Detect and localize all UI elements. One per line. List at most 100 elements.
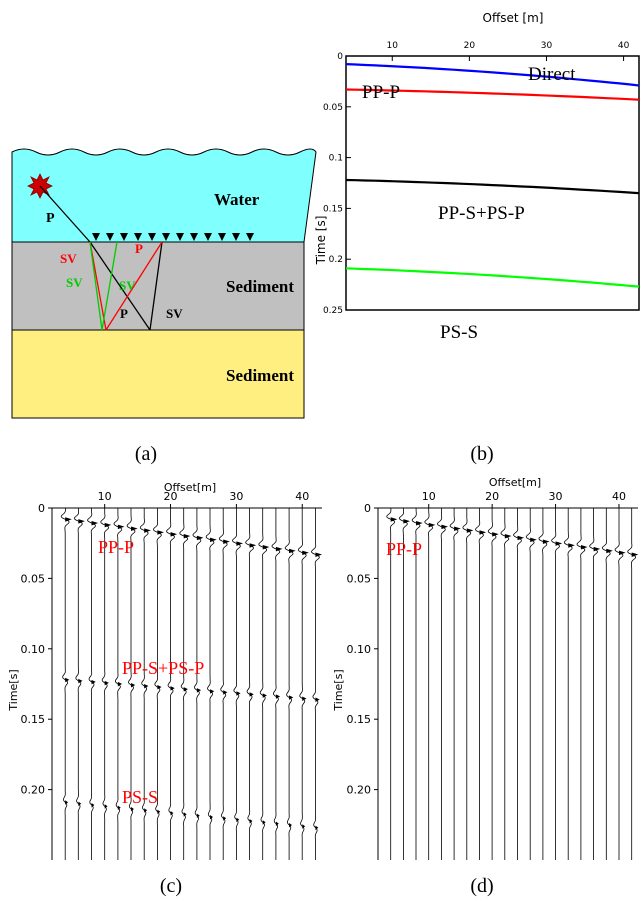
caption-a: (a) [135, 443, 157, 465]
x-tick-label: 30 [541, 41, 553, 51]
wiggle-fill [302, 696, 307, 701]
seismic-trace [589, 508, 598, 860]
x-tick-label: 40 [295, 490, 309, 503]
seismic-trace [411, 507, 421, 860]
wiggle-fill [131, 526, 138, 532]
chart-b-xticks: 10 20 30 40 [387, 41, 630, 61]
wiggle-fill [542, 539, 550, 544]
wiggle-fill [555, 541, 563, 546]
triangle-receiver-icon [246, 233, 254, 241]
series-line [345, 88, 640, 101]
triangle-receiver-icon [218, 233, 226, 241]
seismic-trace [245, 508, 255, 860]
wiggle-fill [223, 539, 230, 544]
seismic-trace [513, 508, 522, 860]
y-tick-label: 0.1 [329, 154, 343, 164]
wiggle-fill [65, 517, 72, 522]
layer-label-sediment-upper: Sediment [226, 277, 294, 296]
seismic-trace [153, 508, 162, 860]
wiggle-fill [65, 677, 70, 683]
x-tick-label: 30 [229, 490, 243, 503]
wiggle-fill [289, 695, 294, 700]
layer-label-sediment-lower: Sediment [226, 366, 294, 385]
wiggle-fill [144, 528, 151, 533]
wiggle-fill [131, 806, 134, 812]
triangle-receiver-icon [106, 233, 114, 241]
wiggle-fill [183, 533, 191, 539]
ray-label-sv-green: SV [66, 275, 83, 290]
ray-p-incident [39, 185, 91, 243]
seismic-trace [258, 508, 268, 860]
seismic-trace [166, 508, 175, 860]
y-tick-label: 0.05 [323, 103, 343, 113]
wiggle-fill [104, 680, 109, 686]
series-label-pp-s-ps-p: PP-S+PS-P [438, 203, 525, 224]
wiggle-fill [236, 691, 241, 696]
wiggle-fill [289, 822, 292, 828]
ray-green-sv-up [101, 241, 118, 331]
seismic-trace [436, 508, 446, 860]
seismic-trace [232, 508, 241, 860]
triangle-receiver-icon [232, 233, 240, 241]
x-tick-label: 40 [612, 490, 626, 503]
seismic-trace [614, 508, 624, 860]
wiggle-fill [249, 692, 254, 697]
ray-label-sv-red: SV [60, 251, 77, 266]
x-tick-label: 10 [387, 41, 399, 51]
series-label-direct: Direct [528, 64, 576, 85]
wiggle-fill [104, 804, 108, 809]
series-line [345, 178, 640, 195]
event-label-pp-p-d: PP-P [386, 539, 422, 559]
wiggle-fill [275, 694, 281, 699]
wiggle-fill [196, 535, 204, 541]
y-tick-label: 0 [38, 502, 45, 515]
chart-b-series [345, 63, 640, 288]
x-tick-label: 20 [485, 490, 499, 503]
panel-d: 10 20 30 40 0 0.05 0.10 0.15 0.20 Offset[m] Time… [332, 476, 639, 897]
ray-label-p-incident: P [46, 211, 55, 226]
wiggle-fill [631, 552, 639, 557]
seismic-trace [284, 508, 294, 860]
seismic-trace [525, 508, 535, 860]
wiggle-fill [144, 684, 149, 689]
y-tick-label: 0.2 [329, 255, 343, 265]
wiggle-fill [117, 524, 125, 530]
chart-c-xlabel: Offset[m] [164, 481, 216, 494]
triangle-receiver-icon [204, 233, 212, 241]
wiggle-fill [262, 693, 267, 698]
wiggle-fill [236, 817, 240, 823]
x-tick-label: 40 [618, 41, 630, 51]
chart-b-ylabel: Time [s] [314, 216, 328, 266]
wiggle-fill [196, 688, 202, 693]
y-tick-label: 0.10 [347, 643, 372, 656]
water-layer [11, 148, 317, 243]
wiggle-fill [183, 687, 188, 692]
seismic-trace [462, 508, 472, 860]
triangle-receiver-icon [134, 233, 142, 241]
wiggle-fill [479, 530, 487, 535]
seismic-trace [87, 508, 96, 860]
wiggle-fill [78, 519, 85, 524]
wiggle-fill [593, 546, 601, 552]
sediment-layer-upper [11, 241, 305, 331]
wiggle-fill [492, 532, 499, 537]
caption-d: (d) [470, 875, 493, 897]
wiggle-fill [210, 814, 213, 820]
y-tick-label: 0.05 [347, 572, 372, 585]
wiggle-fill [170, 686, 175, 691]
wiggle-fill [223, 690, 228, 695]
seismic-trace [475, 508, 484, 860]
series-line [345, 63, 640, 87]
wiggle-fill [249, 543, 257, 548]
wiggle-fill [91, 520, 99, 526]
seismic-trace [311, 508, 320, 860]
y-tick-label: 0 [364, 502, 371, 515]
wiggle-fill [454, 526, 461, 532]
ray-black-sv-up [149, 241, 163, 331]
y-tick-label: 0.15 [347, 713, 372, 726]
seismic-trace [73, 507, 83, 860]
y-tick-label: 0.10 [21, 643, 46, 656]
chart-b-yticks: 0 0.05 0.1 0.15 0.2 0.25 [323, 52, 351, 316]
seismic-trace [487, 508, 497, 860]
y-tick-label: 0.20 [21, 784, 46, 797]
